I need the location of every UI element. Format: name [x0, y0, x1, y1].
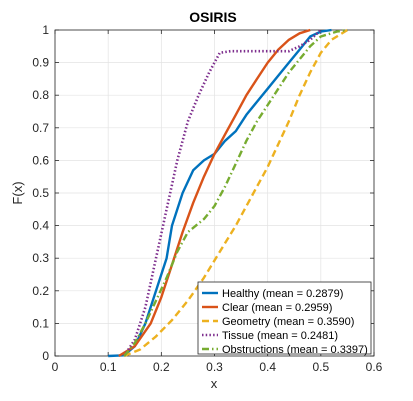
- x-tick-label: 0.2: [153, 360, 170, 374]
- x-tick-label: 0.3: [206, 360, 223, 374]
- legend-label: Obstructions (mean = 0.3397): [222, 344, 368, 356]
- x-ticks: 0 0.1 0.2 0.3 0.4 0.5 0.6: [52, 30, 383, 374]
- y-tick-label: 0.7: [32, 121, 49, 135]
- series-line-clear: [118, 28, 311, 358]
- y-tick-label: 0.9: [32, 56, 49, 70]
- legend-label: Tissue (mean = 0.2481): [222, 330, 338, 342]
- x-tick-label: 0.6: [366, 360, 383, 374]
- series-line-geometry: [123, 28, 349, 358]
- chart-title: OSIRIS: [189, 9, 236, 25]
- y-tick-label: 0.5: [32, 186, 49, 200]
- series-line-tissue: [123, 29, 322, 357]
- x-tick-label: 0.4: [259, 360, 276, 374]
- y-tick-label: 0.1: [32, 316, 49, 330]
- y-tick-label: 0.2: [32, 284, 49, 298]
- legend: Healthy (mean = 0.2879) Clear (mean = 0.2…: [197, 281, 372, 356]
- x-tick-label: 0: [52, 360, 59, 374]
- series-line-obstructions: [123, 28, 348, 357]
- legend-items: Healthy (mean = 0.2879) Clear (mean = 0.2…: [202, 288, 368, 356]
- y-tick-label: 0.8: [32, 88, 49, 102]
- x-axis-label: x: [211, 376, 218, 391]
- series-lines: [108, 28, 349, 358]
- legend-label: Geometry (mean = 0.3590): [222, 316, 354, 328]
- y-tick-label: 1: [42, 23, 49, 37]
- legend-label: Healthy (mean = 0.2879): [222, 288, 343, 300]
- y-tick-label: 0: [42, 349, 49, 363]
- y-ticks: 0 0.1 0.2 0.3 0.4 0.5 0.6 0.7 0.8 0.9 1: [32, 23, 374, 363]
- series-line-healthy: [108, 28, 332, 358]
- y-tick-label: 0.6: [32, 153, 49, 167]
- legend-label: Clear (mean = 0.2959): [222, 302, 332, 314]
- y-tick-label: 0.4: [32, 219, 49, 233]
- legend-box: [197, 281, 372, 355]
- y-axis-label: F(x): [10, 181, 25, 204]
- x-tick-label: 0.1: [100, 360, 117, 374]
- x-tick-label: 0.5: [312, 360, 329, 374]
- y-tick-label: 0.3: [32, 251, 49, 265]
